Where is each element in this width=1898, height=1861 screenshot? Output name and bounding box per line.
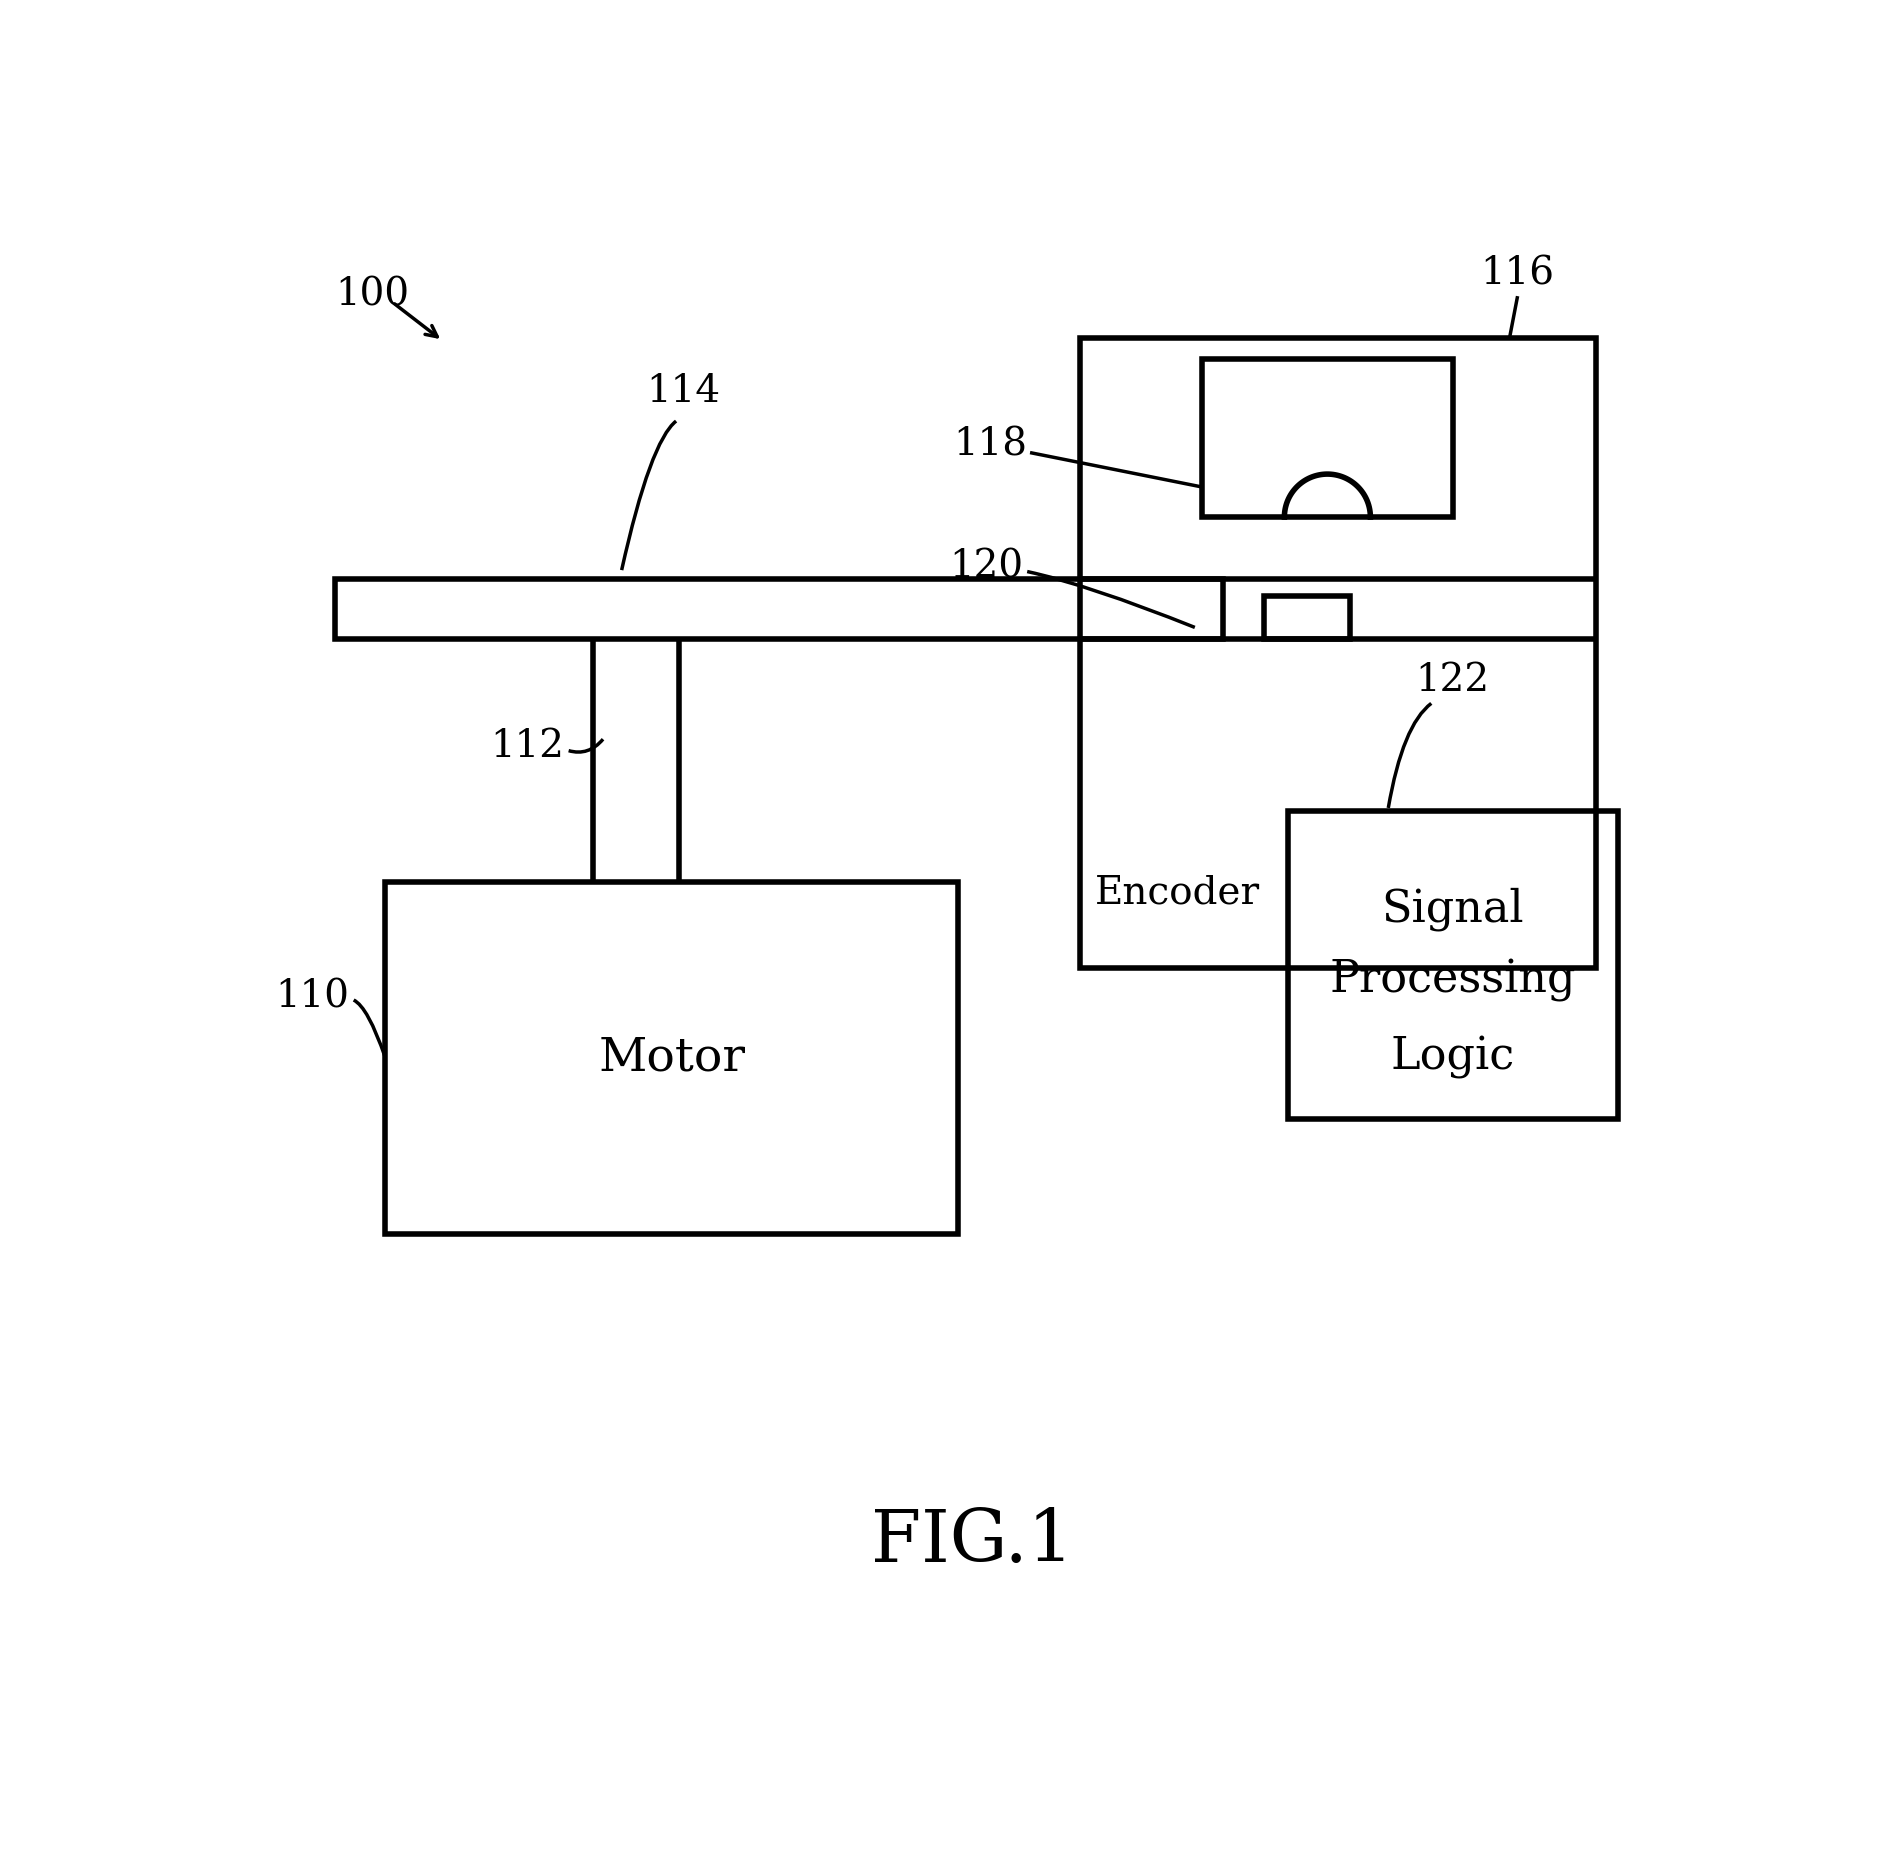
Text: 114: 114 xyxy=(645,372,721,409)
Text: Signal: Signal xyxy=(1382,888,1524,930)
Text: 120: 120 xyxy=(949,549,1023,586)
Bar xyxy=(385,882,958,1234)
Bar xyxy=(336,579,1224,638)
Text: Logic: Logic xyxy=(1391,1037,1515,1079)
Text: FIG.1: FIG.1 xyxy=(871,1506,1074,1576)
Text: 112: 112 xyxy=(490,728,564,765)
Text: 116: 116 xyxy=(1480,255,1554,292)
Text: 122: 122 xyxy=(1416,663,1490,700)
Text: Motor: Motor xyxy=(598,1035,746,1081)
Text: Processing: Processing xyxy=(1329,958,1575,1001)
Text: 118: 118 xyxy=(953,426,1027,463)
Bar xyxy=(1201,359,1452,517)
Text: 110: 110 xyxy=(275,979,349,1016)
Text: Encoder: Encoder xyxy=(1095,875,1260,912)
Bar xyxy=(1264,596,1349,638)
Text: 100: 100 xyxy=(336,277,410,313)
Bar xyxy=(1289,811,1617,1118)
Bar xyxy=(1080,339,1596,968)
